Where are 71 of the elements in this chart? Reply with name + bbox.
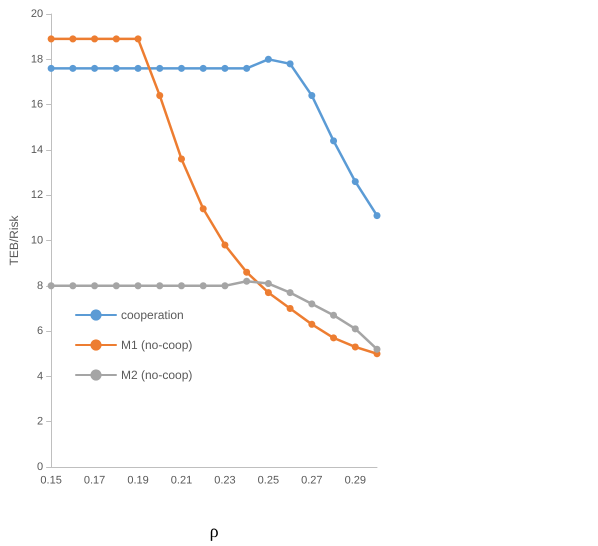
- point: [156, 64, 164, 72]
- point: [91, 282, 98, 290]
- point: [352, 343, 359, 350]
- point: [374, 212, 380, 220]
- point: [69, 35, 76, 42]
- point: [308, 300, 316, 308]
- y-tick-label: 12: [30, 189, 44, 202]
- point: [221, 282, 228, 290]
- point: [221, 242, 228, 249]
- y-axis-title: TEB/Risk: [7, 214, 21, 266]
- point: [308, 320, 316, 328]
- point: [221, 64, 228, 72]
- point: [69, 282, 76, 290]
- point: [156, 282, 164, 290]
- y-tick-label: 20: [30, 8, 44, 20]
- point: [48, 64, 55, 72]
- x-tick-label: 0.23: [214, 474, 236, 486]
- x-tick-label: 0.19: [127, 474, 149, 486]
- point: [264, 56, 272, 63]
- x-tick-label: 0.27: [301, 474, 323, 486]
- x-tick-label: 0.25: [258, 474, 280, 486]
- point: [69, 64, 76, 72]
- x-tick-label: 0.15: [40, 474, 62, 486]
- point: [134, 64, 142, 72]
- point: [264, 280, 272, 288]
- y-tick-label: 0: [37, 461, 44, 473]
- point: [178, 282, 185, 290]
- y-tick-label: 2: [37, 416, 44, 428]
- point: [134, 282, 142, 290]
- point: [330, 334, 338, 342]
- point: [112, 64, 120, 72]
- y-tick-label: 14: [30, 144, 44, 156]
- x-tick-label: 0.21: [170, 474, 192, 486]
- point: [330, 312, 338, 319]
- y-tick-label: 16: [30, 98, 44, 111]
- point: [48, 35, 55, 42]
- point: [91, 35, 98, 42]
- point: [286, 289, 294, 296]
- point: [352, 178, 359, 186]
- point: [243, 268, 250, 276]
- point: [243, 64, 250, 72]
- y-tick-label: 18: [30, 53, 44, 66]
- y-tick-label: 6: [37, 325, 44, 338]
- legend-label: M2 (no-coop): [121, 368, 192, 382]
- point: [91, 64, 98, 72]
- point: [178, 64, 185, 72]
- y-tick-label: 8: [37, 280, 44, 292]
- point: [286, 60, 294, 68]
- point: [112, 35, 120, 42]
- point: [330, 137, 338, 144]
- point: [112, 282, 120, 290]
- point: [374, 346, 380, 353]
- point: [286, 304, 294, 312]
- point: [178, 155, 185, 162]
- point: [264, 289, 272, 296]
- point: [200, 282, 207, 290]
- legend-label: cooperation: [121, 308, 184, 322]
- point: [134, 35, 142, 42]
- point: [243, 278, 250, 285]
- point: [308, 92, 316, 100]
- point: [200, 64, 207, 72]
- x-tick-label: 0.17: [84, 474, 106, 486]
- legend-label: M1 (no-coop): [121, 338, 192, 352]
- y-tick-label: 4: [37, 370, 44, 382]
- point: [200, 205, 207, 212]
- y-tick-label: 10: [30, 234, 44, 246]
- point: [352, 325, 359, 332]
- point: [48, 282, 55, 290]
- point: [156, 92, 164, 100]
- x-tick-label: 0.29: [344, 474, 366, 486]
- x-axis-title: ρ: [210, 521, 219, 541]
